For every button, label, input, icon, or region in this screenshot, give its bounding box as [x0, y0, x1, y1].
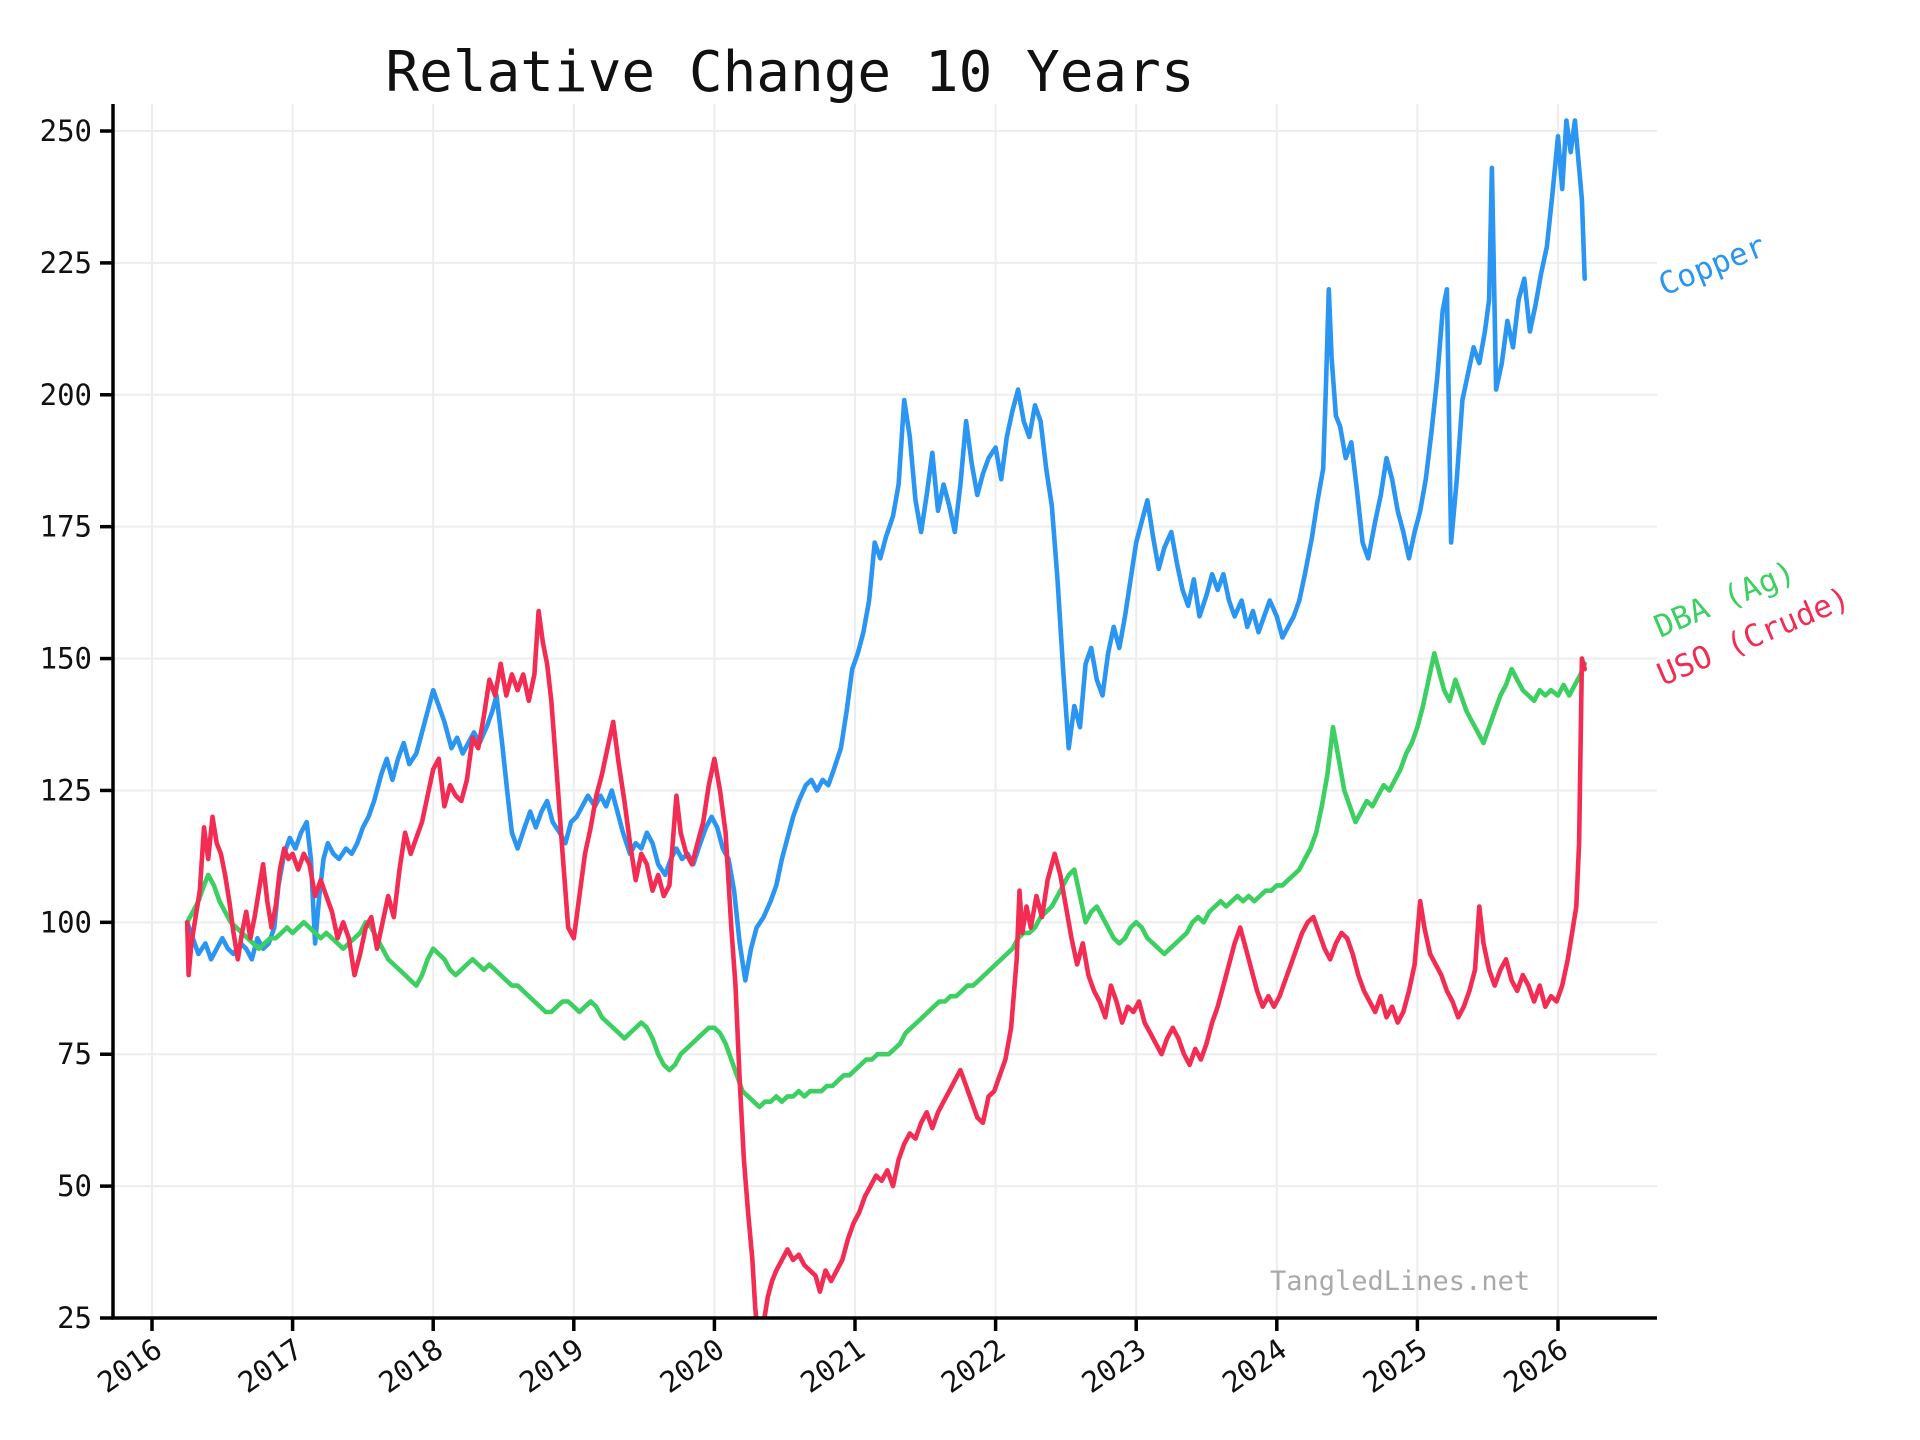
- y-tick-label: 50: [57, 1169, 92, 1203]
- x-tick-label: 2020: [654, 1332, 731, 1400]
- axis-spine: [111, 104, 1657, 1320]
- y-tick-label: 225: [40, 246, 92, 280]
- x-tick-label: 2025: [1357, 1332, 1434, 1400]
- y-tick-label: 175: [40, 510, 92, 544]
- watermark: TangledLines.net: [1270, 1266, 1531, 1297]
- y-tick-label: 25: [57, 1301, 92, 1335]
- x-tick-label: 2022: [935, 1332, 1012, 1400]
- series-label-copper: Copper: [1654, 228, 1771, 303]
- y-tick-label: 200: [40, 378, 92, 412]
- x-tick-label: 2018: [373, 1332, 450, 1400]
- y-tick-label: 75: [57, 1037, 92, 1071]
- x-tick-label: 2024: [1216, 1332, 1293, 1400]
- y-tick-label: 125: [40, 773, 92, 807]
- series-line-uso-crude: [184, 608, 1587, 1318]
- x-tick-label: 2019: [513, 1332, 590, 1400]
- x-tick-label: 2017: [232, 1332, 309, 1400]
- x-tick-label: 2026: [1497, 1332, 1574, 1400]
- x-tick-label: 2021: [794, 1332, 871, 1400]
- y-tick-label: 150: [40, 642, 92, 676]
- series-line-copper: [184, 118, 1587, 983]
- x-tick-label: 2016: [91, 1332, 168, 1400]
- y-tick-label: 100: [40, 905, 92, 939]
- y-tick-label: 250: [40, 114, 92, 148]
- x-tick-label: 2023: [1076, 1332, 1153, 1400]
- series-line-dba-ag: [184, 651, 1587, 1110]
- chart-title: Relative Change 10 Years: [385, 39, 1195, 105]
